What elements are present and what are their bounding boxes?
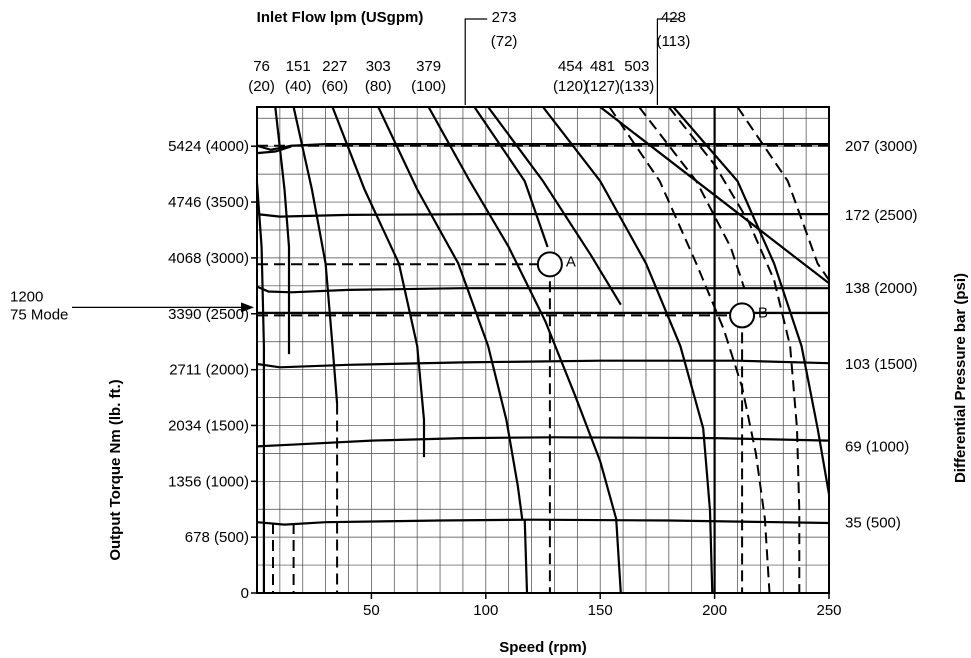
top-axis-title: Inlet Flow lpm (USgpm) [257,9,424,26]
flow-label-gpm: (20) [248,78,275,95]
flow-leader-line [464,18,488,105]
y-axis-title: Output Torque Nm (lb. ft.) [107,379,124,560]
flow-label-lpm: 481 [590,58,615,75]
performance-curve [523,518,529,594]
flow-label-gpm: (127) [585,78,620,95]
y2-tick-label: 172 (2500) [845,207,918,224]
y-tick-label: 2711 (2000) [169,362,249,379]
performance-curve [255,182,265,593]
performance-curve [292,106,339,404]
performance-curve [487,106,622,306]
performance-curve [256,145,292,155]
flow-label-gpm: (100) [411,78,446,95]
dashed-curve [736,106,830,281]
flow-label-gpm: (120) [553,78,588,95]
plot-frame [256,106,830,594]
mode-note-label: 75 Mode [10,306,68,323]
x-tick-label: 100 [473,602,498,619]
flow-label-lpm: 303 [366,58,391,75]
performance-curve [427,106,622,594]
flow-label-gpm: (113) [656,33,690,50]
operating-point-circle [536,251,563,278]
x-tick-label: 200 [702,602,727,619]
flow-label-lpm: 454 [558,58,583,75]
performance-curve [473,106,549,248]
flow-label-gpm: (80) [365,78,392,95]
performance-curve [377,106,524,521]
dashed-curve [638,106,746,289]
y2-tick-label: 103 (1500) [845,356,918,373]
flow-leader-line [656,18,680,105]
y2-tick-label: 35 (500) [845,515,901,532]
performance-curve [256,518,830,526]
performance-curve [256,436,830,448]
performance-curves [255,106,831,594]
y-tick-label: 5424 (4000) [168,138,249,155]
flow-label-gpm: (72) [491,33,518,50]
flow-label-lpm: 503 [624,58,649,75]
x-tick-label: 150 [588,602,613,619]
flow-label-gpm: (133) [619,78,654,95]
y2-tick-label: 207 (3000) [845,138,918,155]
performance-curve [256,285,829,294]
flow-label-lpm: 273 [492,9,517,26]
mode-note-value: 1200 [10,288,43,305]
flow-label-lpm: 151 [286,58,311,75]
y-tick-label: 4068 (3000) [168,250,249,267]
flow-label-lpm: 379 [416,58,441,75]
performance-curve [256,213,829,218]
flow-label-lpm: 76 [253,58,270,75]
flow-label-gpm: (40) [285,78,312,95]
flow-label-gpm: (60) [321,78,348,95]
performance-curve [256,359,830,369]
x-tick-label: 250 [816,602,841,619]
point-annotations: AB [536,251,768,329]
y2-axis-title: Differential Pressure bar (psi) [952,273,969,483]
grid-lines [257,107,829,593]
operating-point-circle [729,302,756,329]
y2-tick-label: 69 (1000) [845,438,909,455]
mode-note-arrow-head [241,302,254,313]
y-tick-label: 1356 (1000) [168,473,249,490]
axis-labels: 50 100 150 200 250 0 678 (500) 1356 (1000) 2034 … [10,9,918,619]
y-tick-label: 678 (500) [185,529,249,546]
performance-curve [542,106,714,594]
flow-label-lpm: 227 [322,58,347,75]
y-tick-label: 4746 (3500) [168,194,249,211]
operating-point-label: A [566,253,576,270]
performance-curve [331,106,426,458]
operating-point-label: B [758,304,768,321]
flow-label-lpm: 428 [661,9,686,26]
y2-tick-label: 138 (2000) [845,280,918,297]
performance-curve [672,106,831,495]
y-tick-label: 3390 (2500) [168,306,249,323]
dashed-curve [608,106,771,594]
performance-curve [274,106,291,355]
y-tick-label: 0 [241,585,249,602]
y-tick-label: 2034 (1500) [168,417,249,434]
x-axis-title: Speed (rpm) [499,639,587,656]
x-tick-label: 50 [363,602,380,619]
